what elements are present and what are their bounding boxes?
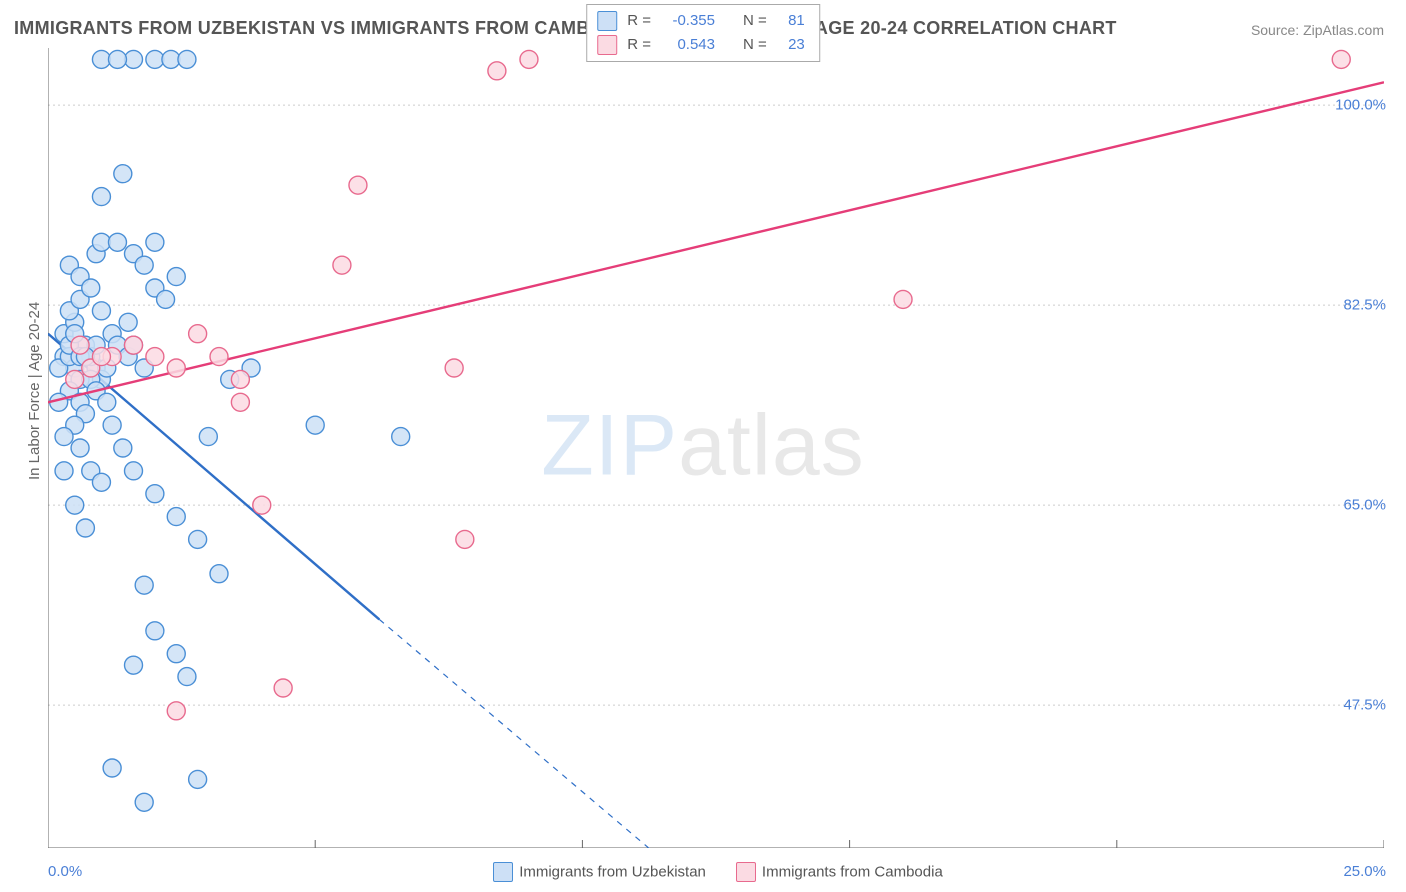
legend-swatch [597, 35, 617, 55]
data-point [157, 290, 175, 308]
data-point [178, 50, 196, 68]
y-axis-label: In Labor Force | Age 20-24 [26, 302, 43, 480]
data-point [108, 233, 126, 251]
series-legend: Immigrants from Uzbekistan Immigrants fro… [0, 862, 1406, 882]
legend-swatch [736, 862, 756, 882]
data-point [274, 679, 292, 697]
data-point [162, 50, 180, 68]
data-point [349, 176, 367, 194]
n-value: 23 [777, 33, 805, 57]
data-point [167, 645, 185, 663]
y-axis-tick-label: 82.5% [1343, 297, 1386, 314]
data-point [231, 370, 249, 388]
correlation-legend-row: R = 0.543 N = 23 [597, 33, 805, 57]
source-label: Source: ZipAtlas.com [1251, 22, 1384, 38]
data-point [306, 416, 324, 434]
trend-line [48, 82, 1384, 402]
trend-line-dashed [379, 619, 716, 848]
data-point [135, 576, 153, 594]
data-point [189, 325, 207, 343]
correlation-legend-row: R = -0.355 N = 81 [597, 9, 805, 33]
data-point [199, 428, 217, 446]
data-point [92, 348, 110, 366]
legend-swatch [597, 11, 617, 31]
data-point [92, 50, 110, 68]
data-point [231, 393, 249, 411]
data-point [92, 302, 110, 320]
data-point [178, 668, 196, 686]
chart-title: IMMIGRANTS FROM UZBEKISTAN VS IMMIGRANTS… [14, 18, 1117, 39]
data-point [520, 50, 538, 68]
data-point [167, 268, 185, 286]
data-point [76, 519, 94, 537]
data-point [253, 496, 271, 514]
data-point [445, 359, 463, 377]
data-point [189, 530, 207, 548]
data-point [108, 50, 126, 68]
data-point [146, 348, 164, 366]
data-point [456, 530, 474, 548]
data-point [66, 370, 84, 388]
correlation-legend: R = -0.355 N = 81 R = 0.543 N = 23 [586, 4, 820, 62]
r-value: -0.355 [661, 9, 715, 33]
legend-swatch [493, 862, 513, 882]
data-point [114, 439, 132, 457]
legend-series-label: Immigrants from Cambodia [762, 864, 943, 881]
r-label: R = [627, 9, 651, 33]
data-point [103, 759, 121, 777]
data-point [135, 793, 153, 811]
data-point [146, 485, 164, 503]
n-label: N = [743, 9, 767, 33]
data-point [189, 770, 207, 788]
data-point [333, 256, 351, 274]
data-point [146, 50, 164, 68]
data-point [71, 439, 89, 457]
scatter-plot [48, 48, 1384, 848]
data-point [210, 565, 228, 583]
data-point [55, 428, 73, 446]
data-point [146, 233, 164, 251]
data-point [71, 336, 89, 354]
data-point [135, 256, 153, 274]
data-point [210, 348, 228, 366]
y-axis-tick-label: 47.5% [1343, 697, 1386, 714]
data-point [125, 50, 143, 68]
r-value: 0.543 [661, 33, 715, 57]
n-value: 81 [777, 9, 805, 33]
data-point [146, 622, 164, 640]
y-axis-tick-label: 65.0% [1343, 497, 1386, 514]
data-point [55, 462, 73, 480]
data-point [125, 336, 143, 354]
data-point [1332, 50, 1350, 68]
data-point [167, 359, 185, 377]
data-point [392, 428, 410, 446]
data-point [125, 656, 143, 674]
data-point [98, 393, 116, 411]
data-point [92, 473, 110, 491]
data-point [66, 496, 84, 514]
data-point [92, 233, 110, 251]
y-axis-tick-label: 100.0% [1335, 97, 1386, 114]
data-point [119, 313, 137, 331]
data-point [103, 416, 121, 434]
data-point [114, 165, 132, 183]
data-point [894, 290, 912, 308]
data-point [92, 188, 110, 206]
legend-series-label: Immigrants from Uzbekistan [519, 864, 706, 881]
data-point [82, 279, 100, 297]
data-point [167, 508, 185, 526]
data-point [488, 62, 506, 80]
r-label: R = [627, 33, 651, 57]
data-point [167, 702, 185, 720]
data-point [125, 462, 143, 480]
n-label: N = [743, 33, 767, 57]
